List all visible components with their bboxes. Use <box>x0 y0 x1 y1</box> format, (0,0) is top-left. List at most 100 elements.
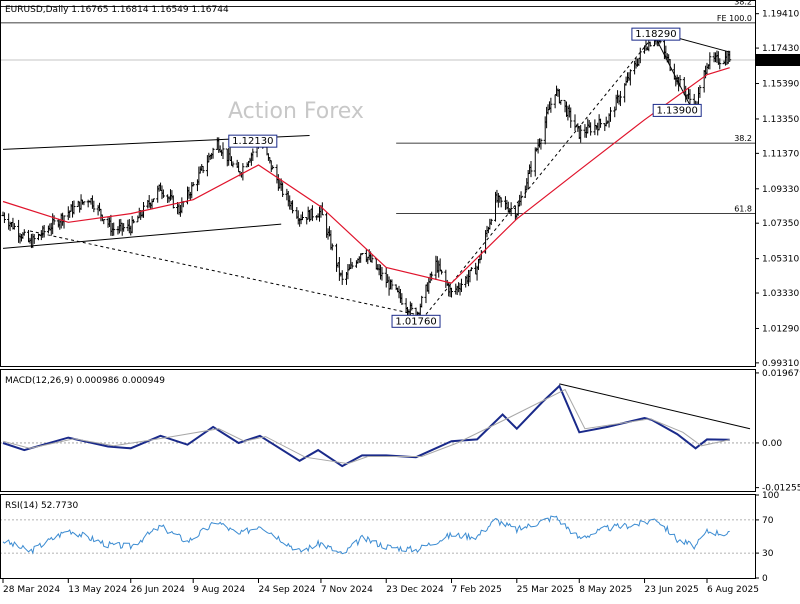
moving-average <box>2 67 730 284</box>
rsi-tick-label: 70 <box>762 516 774 526</box>
watermark: Action Forex <box>228 99 364 124</box>
time-tick-label: 6 Aug 2025 <box>707 585 759 595</box>
price-tick-label: 1.13350 <box>762 115 799 125</box>
time-tick-label: 23 Jun 2025 <box>645 585 699 595</box>
ohlc-bar <box>271 165 275 170</box>
time-tick-label: 25 Mar 2025 <box>517 585 574 595</box>
macd-panel-frame <box>0 369 756 492</box>
ohlc-bar <box>400 293 404 305</box>
ohlc-bar <box>648 41 652 47</box>
ohlc-bar <box>430 271 434 281</box>
ohlc-bar <box>231 161 235 168</box>
ohlc-bar <box>450 287 454 298</box>
time-axis: 28 Mar 2024 13 May 2024 26 Jun 2024 9 Aug 2… <box>2 579 759 595</box>
ohlc-bar <box>291 200 295 214</box>
price-annotation: 1.13900 <box>652 103 702 117</box>
price-annotation-box <box>631 27 681 41</box>
ohlc-bar <box>300 211 304 221</box>
time-tick-label: 23 Dec 2024 <box>386 585 444 595</box>
price-tick-label: 1.03330 <box>762 289 799 299</box>
macd-tick-label: -0.012552 <box>762 484 800 494</box>
ohlc-bar <box>330 243 334 251</box>
ohlc-bar <box>549 97 553 113</box>
ohlc-bar <box>728 50 732 63</box>
ohlc-bar <box>310 205 314 222</box>
trendline <box>425 32 657 315</box>
price-tick-label: 1.09330 <box>762 185 799 195</box>
rsi-series-line <box>2 515 730 555</box>
ohlc-bar <box>718 58 722 70</box>
ohlc-bar <box>221 142 225 160</box>
price-tick-label: 0.99310 <box>762 359 799 369</box>
macd-panel: 0.019679 0.00 -0.012552 <box>0 369 800 494</box>
ohlc-bar <box>589 122 593 136</box>
current-price-tag-label: 1.16744 <box>758 56 795 66</box>
ohlc-bar <box>440 269 444 275</box>
price-tick-label: 1.05310 <box>762 255 799 265</box>
time-tick-label: 26 Jun 2024 <box>131 585 185 595</box>
ohlc-bar <box>618 90 622 107</box>
rsi-panel-frame <box>0 494 756 579</box>
price-annotation: 1.12130 <box>228 134 278 148</box>
ohlc-bar <box>360 252 364 256</box>
price-header: EURUSD,Daily 1.16765 1.16814 1.16549 1.1… <box>5 5 229 15</box>
price-tick-label: 1.19410 <box>762 10 799 20</box>
price-tick-label: 1.07350 <box>762 219 799 229</box>
ohlc-bar <box>12 223 16 230</box>
ohlc-bar <box>519 191 523 206</box>
ohlc-bar <box>102 219 106 225</box>
ohlc-bar <box>469 267 473 272</box>
ohlc-bar <box>201 165 205 174</box>
price-tick-label: 1.01290 <box>762 324 799 334</box>
time-tick-label: 7 Feb 2025 <box>452 585 502 595</box>
ohlc-bar <box>92 200 96 213</box>
ohlc-bar <box>708 52 712 70</box>
ohlc-bar <box>608 107 612 122</box>
fib-level-label: 61.8 <box>734 205 752 214</box>
ohlc-bar <box>420 295 424 308</box>
ohlc-bar <box>191 182 195 187</box>
ohlc-bar <box>459 278 463 292</box>
ohlc-bar <box>72 200 76 215</box>
time-tick-label: 13 May 2024 <box>68 585 127 595</box>
price-annotation-label: 1.12130 <box>232 136 273 147</box>
trendline <box>2 223 282 249</box>
price-tick-label: 1.15390 <box>762 80 799 90</box>
ohlc-bar <box>340 270 344 285</box>
moving-average-line <box>2 67 730 284</box>
ohlc-bar <box>350 261 354 269</box>
current-price-tag-box <box>756 53 800 66</box>
price-panel-frame <box>0 0 756 367</box>
ohlc-bar <box>539 138 543 150</box>
ohlc-bar <box>628 69 632 86</box>
ohlc-bar <box>529 161 533 178</box>
ohlc-bar <box>2 212 6 224</box>
ohlc-bar <box>112 222 116 236</box>
ohlc-bar <box>698 85 702 98</box>
fib-level-label: FE 100.0 <box>717 14 752 23</box>
price-annotation: 1.01760 <box>391 314 441 328</box>
ohlc-bar <box>688 89 692 105</box>
price-tick-label: 1.17430 <box>762 44 799 54</box>
current-price-tag: 1.16744 <box>756 53 800 66</box>
macd-trendline <box>559 383 751 430</box>
ohlc-bar <box>499 197 503 208</box>
ohlc-bar <box>62 215 66 229</box>
ohlc-bar <box>122 223 126 232</box>
ohlc-bar <box>599 118 603 128</box>
fib-level-label: 38.2 <box>734 134 752 143</box>
macd-header: MACD(12,26,9) 0.000986 0.000949 <box>5 376 165 386</box>
ohlc-bar <box>579 124 583 143</box>
ohlc-bar <box>638 47 642 64</box>
ohlc-bar <box>211 147 215 159</box>
ohlc-bar <box>22 229 26 236</box>
price-annotation-box <box>391 314 441 328</box>
time-tick-label: 9 Aug 2024 <box>193 585 245 595</box>
time-tick-label: 28 Mar 2024 <box>3 585 60 595</box>
price-annotations: 1.12130 1.01760 1.18290 1.13900 <box>228 27 702 328</box>
rsi-tick-label: 0 <box>762 574 768 584</box>
macd-tick-label: 0.00 <box>762 439 782 449</box>
rsi-tick-label: 30 <box>762 549 774 559</box>
ohlc-bar <box>410 302 414 311</box>
